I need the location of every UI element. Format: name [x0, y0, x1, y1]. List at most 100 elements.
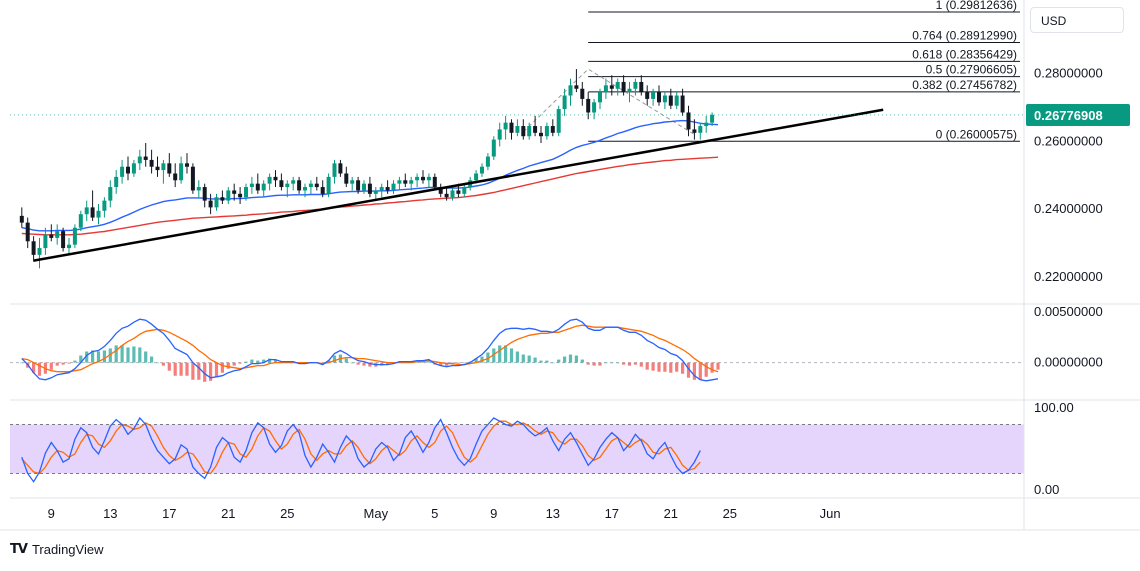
candle-body	[491, 139, 496, 157]
candle-body	[338, 163, 343, 174]
candle-body	[96, 210, 101, 218]
candle-body	[662, 95, 667, 103]
macd-histogram-bar	[627, 362, 632, 366]
candle	[651, 88, 656, 106]
fib-level-label: 0 (0.26000575)	[936, 127, 1017, 141]
candle-body	[503, 122, 508, 130]
candle	[350, 176, 355, 191]
macd-histogram-bar	[663, 362, 667, 372]
candle	[515, 119, 520, 137]
macd-histogram-bar	[126, 347, 130, 363]
candle	[403, 173, 408, 188]
candle	[25, 217, 30, 249]
candle-body	[680, 95, 685, 113]
candle	[568, 78, 573, 106]
macd-histogram-bar	[580, 359, 584, 363]
macd-histogram-bar	[492, 348, 496, 363]
candle-body	[285, 183, 290, 188]
candle-body	[480, 166, 484, 174]
candle-body	[84, 207, 89, 215]
candle	[126, 156, 130, 181]
fib-level-label: 0.764 (0.28912990)	[912, 29, 1017, 43]
candle-body	[291, 180, 296, 184]
candle	[444, 187, 449, 201]
candle	[155, 156, 160, 177]
candle	[244, 183, 248, 201]
macd-histogram-bar	[521, 354, 525, 363]
candle	[255, 173, 260, 194]
candle-body	[657, 92, 661, 103]
time-tick-label: 21	[664, 506, 678, 521]
macd-histogram-bar	[191, 362, 195, 380]
candle	[161, 159, 166, 184]
candle	[450, 187, 455, 201]
macd-histogram-bar	[238, 362, 242, 364]
macd-histogram-bar	[244, 361, 248, 363]
macd-histogram-bar	[344, 358, 348, 363]
candle-body	[497, 129, 502, 140]
candle-body	[385, 187, 390, 191]
macd-histogram-bar	[604, 362, 608, 364]
candle-body	[179, 163, 184, 181]
macd-tick-label: 0.00500000	[1034, 304, 1103, 319]
macd-histogram-bar	[102, 350, 106, 363]
candle	[603, 78, 608, 99]
candle-body	[580, 88, 585, 99]
candle	[373, 187, 378, 201]
candle	[61, 227, 66, 252]
macd-pane	[10, 318, 1024, 382]
macd-histogram-bar	[675, 362, 679, 372]
candle	[710, 112, 715, 127]
candle-body	[173, 173, 178, 181]
candle-body	[539, 132, 543, 137]
candle-body	[326, 176, 331, 194]
fib-level-label: 1 (0.29812636)	[936, 0, 1017, 12]
candle	[550, 119, 555, 137]
candle-body	[72, 227, 77, 245]
macd-tick-label: 0.00000000	[1034, 355, 1103, 370]
candle	[19, 207, 24, 228]
candle-body	[621, 81, 626, 93]
candle	[232, 183, 237, 201]
price-tick-label: 0.22000000	[1034, 269, 1103, 284]
candle-body	[586, 98, 591, 113]
candle	[674, 92, 679, 110]
candle-body	[379, 187, 384, 191]
candle	[143, 142, 148, 167]
candle	[267, 173, 272, 191]
candle-body	[61, 231, 66, 249]
candle	[96, 204, 101, 225]
macd-histogram-bar	[462, 362, 466, 364]
macd-histogram-bar	[232, 362, 236, 366]
candle-body	[592, 102, 597, 113]
candle-body	[633, 81, 638, 89]
macd-histogram-bar	[592, 362, 596, 366]
candle-body	[568, 85, 573, 96]
candle-body	[415, 176, 420, 181]
candle	[55, 224, 60, 245]
candle-body	[161, 163, 166, 171]
candle-body	[639, 81, 644, 93]
candle-body	[462, 187, 467, 194]
candle	[314, 176, 319, 191]
candle-body	[261, 183, 266, 191]
candle-body	[686, 112, 691, 130]
candle	[527, 122, 532, 140]
macd-histogram-bar	[681, 362, 685, 374]
candle	[332, 159, 337, 184]
candle-body	[344, 173, 349, 184]
candle-body	[403, 180, 408, 184]
candle	[220, 190, 225, 204]
candle-body	[603, 85, 608, 93]
macd-histogram-bar	[49, 362, 53, 370]
macd-histogram-bar	[226, 362, 230, 369]
candle-body	[426, 176, 431, 181]
macd-histogram-bar	[474, 358, 478, 363]
candle	[320, 180, 325, 198]
candle-body	[208, 200, 213, 208]
macd-histogram-bar	[551, 362, 555, 364]
currency-selector[interactable]: USD	[1030, 7, 1124, 33]
candle-body	[190, 166, 195, 191]
macd-histogram-bar	[498, 345, 502, 363]
